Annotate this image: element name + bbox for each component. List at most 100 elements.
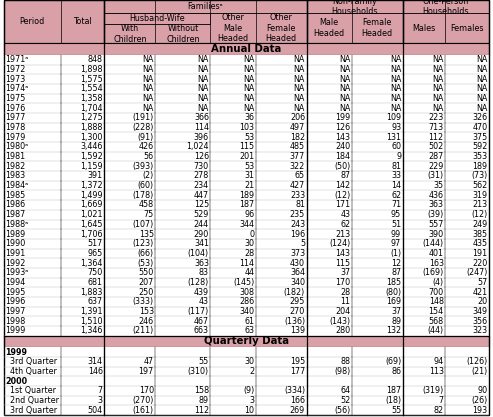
Text: 1986: 1986 xyxy=(5,201,26,209)
Text: Female
Headed: Female Headed xyxy=(362,18,393,38)
Bar xyxy=(4,142,489,152)
Text: 1979: 1979 xyxy=(5,133,26,142)
Text: 323: 323 xyxy=(472,326,488,335)
Text: 56: 56 xyxy=(143,152,154,161)
Text: 1971ᵃ: 1971ᵃ xyxy=(5,55,29,64)
Text: (66): (66) xyxy=(138,249,154,258)
Text: 229: 229 xyxy=(428,162,444,171)
Text: 14: 14 xyxy=(391,181,401,190)
Text: 185: 185 xyxy=(386,278,401,287)
Text: NA: NA xyxy=(294,94,305,103)
Text: (98): (98) xyxy=(334,367,351,376)
Text: One-Person
Households: One-Person Households xyxy=(423,0,469,16)
Text: 126: 126 xyxy=(194,152,209,161)
Bar xyxy=(4,326,489,336)
Text: 30: 30 xyxy=(244,239,254,248)
Text: 700: 700 xyxy=(428,288,444,296)
Text: 314: 314 xyxy=(88,357,103,366)
Text: (4): (4) xyxy=(432,278,444,287)
Text: 47: 47 xyxy=(143,357,154,366)
Bar xyxy=(4,396,489,405)
Text: 182: 182 xyxy=(290,133,305,142)
Text: (211): (211) xyxy=(133,326,154,335)
Text: Period: Period xyxy=(20,17,45,26)
Text: (128): (128) xyxy=(188,278,209,287)
Text: 11: 11 xyxy=(340,297,351,306)
Text: 87: 87 xyxy=(391,268,401,277)
Text: 396: 396 xyxy=(194,133,209,142)
Text: 61: 61 xyxy=(244,317,254,326)
Text: (182): (182) xyxy=(284,288,305,296)
Text: Quarterly Data: Quarterly Data xyxy=(204,337,289,347)
Text: 364: 364 xyxy=(290,268,305,277)
Text: 447: 447 xyxy=(194,191,209,200)
Text: (393): (393) xyxy=(133,162,154,171)
Text: 139: 139 xyxy=(290,326,305,335)
Text: 166: 166 xyxy=(290,396,305,405)
Text: (178): (178) xyxy=(133,191,154,200)
Text: NA: NA xyxy=(476,84,488,93)
Text: 750: 750 xyxy=(88,268,103,277)
Text: 249: 249 xyxy=(472,220,488,229)
Text: 143: 143 xyxy=(335,133,351,142)
Text: (12): (12) xyxy=(471,210,488,219)
Text: Non-Family
Households: Non-Family Households xyxy=(331,0,378,16)
Text: (310): (310) xyxy=(188,367,209,376)
Text: (9): (9) xyxy=(243,386,254,395)
Text: 467: 467 xyxy=(194,317,209,326)
Text: 55: 55 xyxy=(199,357,209,366)
Text: 1990: 1990 xyxy=(5,239,26,248)
Text: 730: 730 xyxy=(194,162,209,171)
Text: 97: 97 xyxy=(391,239,401,248)
Text: 3rd Quarter: 3rd Quarter xyxy=(10,357,57,366)
Text: 240: 240 xyxy=(335,143,351,151)
Text: 7: 7 xyxy=(98,386,103,395)
Text: 204: 204 xyxy=(335,307,351,316)
Bar xyxy=(4,219,489,229)
Text: 1999: 1999 xyxy=(5,326,26,335)
Text: 96: 96 xyxy=(244,210,254,219)
Text: 270: 270 xyxy=(290,307,305,316)
Text: NA: NA xyxy=(339,75,351,84)
Text: NA: NA xyxy=(390,75,401,84)
Text: 64: 64 xyxy=(340,386,351,395)
Text: (107): (107) xyxy=(133,220,154,229)
Text: NA: NA xyxy=(432,55,444,64)
Text: (12): (12) xyxy=(334,191,351,200)
Text: 1997: 1997 xyxy=(5,307,26,316)
Text: 280: 280 xyxy=(335,326,351,335)
Text: 35: 35 xyxy=(433,181,444,190)
Text: Females: Females xyxy=(450,24,484,33)
Text: (124): (124) xyxy=(329,239,351,248)
Text: 426: 426 xyxy=(139,143,154,151)
Text: (18): (18) xyxy=(385,396,401,405)
Text: 550: 550 xyxy=(139,268,154,277)
Text: 2000: 2000 xyxy=(5,377,28,386)
Text: 377: 377 xyxy=(290,152,305,161)
Text: (161): (161) xyxy=(133,406,154,414)
Text: (145): (145) xyxy=(233,278,254,287)
Text: 4th Quarter: 4th Quarter xyxy=(10,367,57,376)
Text: NA: NA xyxy=(339,104,351,113)
Bar xyxy=(4,113,489,123)
Text: 94: 94 xyxy=(433,357,444,366)
Text: 53: 53 xyxy=(244,162,254,171)
Bar xyxy=(4,386,489,396)
Bar xyxy=(4,0,489,43)
Text: 341: 341 xyxy=(194,239,209,248)
Text: (56): (56) xyxy=(334,406,351,414)
Text: NA: NA xyxy=(198,104,209,113)
Text: 197: 197 xyxy=(139,367,154,376)
Text: 57: 57 xyxy=(477,278,488,287)
Text: 90: 90 xyxy=(477,386,488,395)
Bar xyxy=(4,133,489,142)
Text: Without
Children: Without Children xyxy=(166,24,200,43)
Text: 1,021: 1,021 xyxy=(80,210,103,219)
Text: NA: NA xyxy=(339,55,351,64)
Text: 21: 21 xyxy=(244,181,254,190)
Bar xyxy=(4,84,489,94)
Bar xyxy=(4,249,489,258)
Text: NA: NA xyxy=(142,94,154,103)
Text: 109: 109 xyxy=(386,113,401,123)
Text: 28: 28 xyxy=(340,288,351,296)
